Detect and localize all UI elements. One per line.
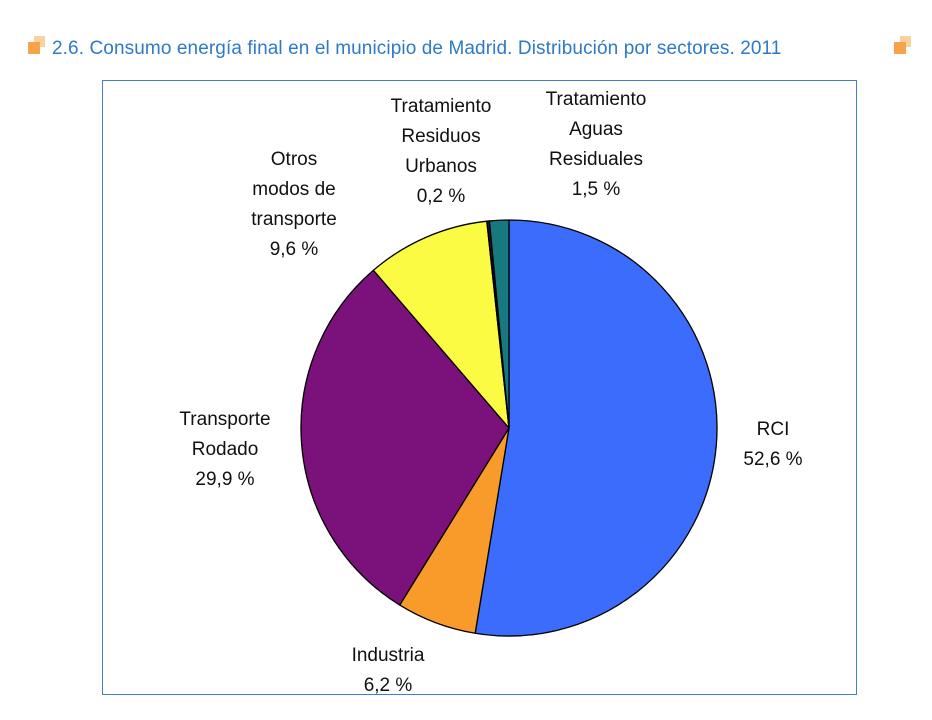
orange-squares-bullet-icon bbox=[28, 36, 48, 56]
pie-slice-rci bbox=[474, 219, 718, 637]
slice-label-transporte-rodado: Transporte Rodado 29,9 % bbox=[179, 409, 271, 490]
slice-label-industria: Industria 6,2 % bbox=[351, 645, 425, 696]
pie-slice-otros-modos-de-transporte bbox=[372, 220, 510, 429]
chart-title: 2.6. Consumo energía final en el municip… bbox=[52, 38, 782, 59]
chart-frame bbox=[102, 80, 857, 695]
chart-heading: 2.6. Consumo energía final en el municip… bbox=[28, 36, 918, 66]
slice-label-rci: RCI 52,6 % bbox=[743, 419, 803, 470]
orange-squares-bullet-icon bbox=[894, 36, 914, 56]
pie-slice-transporte-rodado bbox=[300, 269, 510, 606]
slice-label-otros-modos-de-transporte: Otros modos de transporte 9,6 % bbox=[251, 149, 337, 260]
pie-slice-tratamiento-aguas-residuales bbox=[488, 219, 510, 429]
pie-slices bbox=[300, 219, 718, 637]
slice-label-tratamiento-residuos-urbanos: Tratamiento Residuos Urbanos 0,2 % bbox=[390, 96, 492, 207]
slice-label-tratamiento-aguas-residuales: Tratamiento Aguas Residuales 1,5 % bbox=[545, 89, 647, 200]
